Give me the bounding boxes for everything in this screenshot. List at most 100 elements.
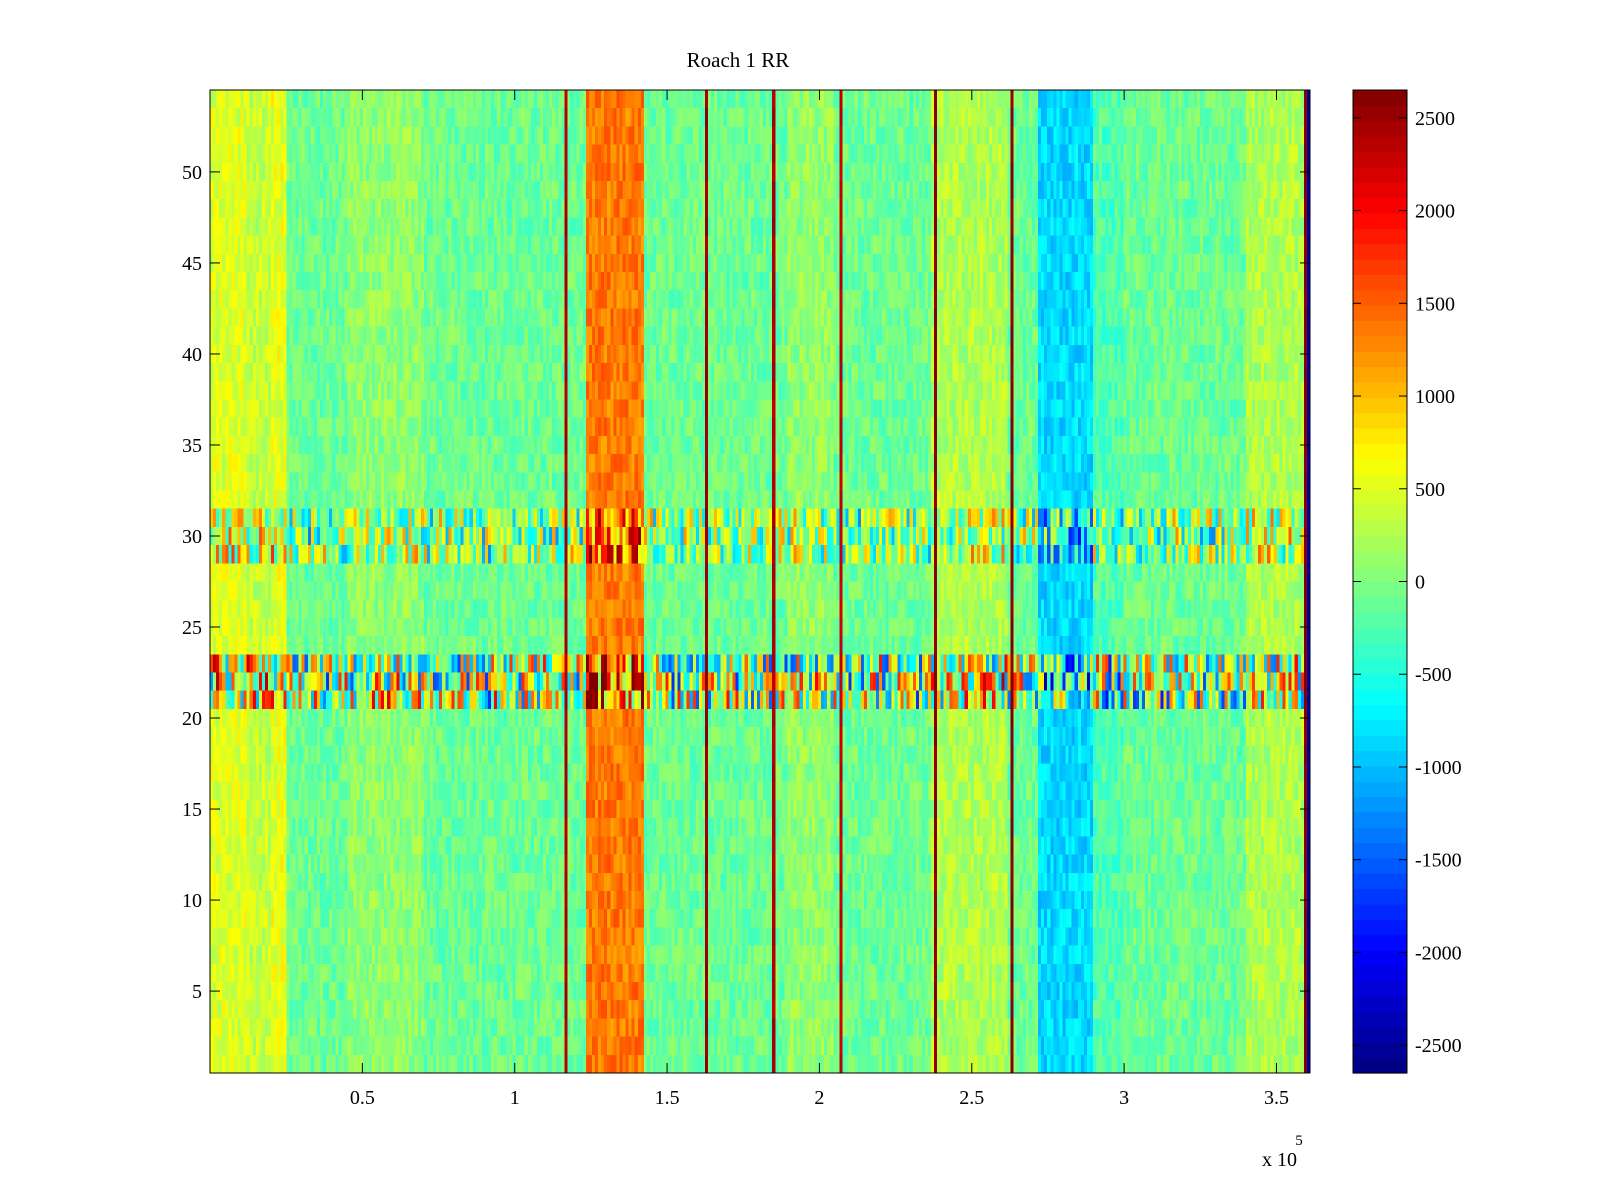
x-exponent-label: x 10 [1262,1149,1297,1171]
colorbar-swatch [1353,243,1407,260]
y-axis: 5 10 15 20 25 30 35 40 45 50 [182,162,1310,1003]
colorbar-swatch [1353,765,1407,782]
y-tick-label: 10 [182,890,202,912]
colorbar-swatch [1353,489,1407,506]
colorbar-swatch [1353,904,1407,921]
colorbar-swatch [1353,105,1407,122]
colorbar-swatch [1353,228,1407,245]
colorbar-swatch [1353,151,1407,168]
colorbar-swatch [1353,919,1407,936]
colorbar-swatch [1353,520,1407,537]
x-tick-label: 2 [814,1087,824,1109]
colorbar-swatch [1353,627,1407,644]
x-tick-label: 2.5 [959,1087,984,1109]
colorbar-swatch [1353,704,1407,721]
colorbar-swatch [1353,1042,1407,1059]
colorbar-swatch [1353,596,1407,613]
colorbar-swatch [1353,842,1407,859]
colorbar-tick-label: 500 [1415,479,1445,501]
colorbar-swatch [1353,504,1407,521]
colorbar-swatch [1353,950,1407,967]
heatmap-image [210,90,1310,1073]
y-tick-label: 45 [182,253,202,275]
y-tick-label: 25 [182,617,202,639]
colorbar-swatch [1353,735,1407,752]
colorbar-swatch [1353,427,1407,444]
y-tick-label: 35 [182,435,202,457]
colorbar-axis: 2500 2000 1500 1000 500 0 -500 -1000 -1500 -2000 -… [1353,108,1462,1057]
colorbar-swatch [1353,550,1407,567]
colorbar-swatch [1353,689,1407,705]
colorbar-swatch [1353,566,1407,583]
colorbar-swatch [1353,612,1407,629]
colorbar-swatch [1353,335,1407,352]
colorbar-swatch [1353,305,1407,321]
colorbar-swatch [1353,581,1407,598]
colorbar-swatch [1353,934,1407,951]
colorbar-swatch [1353,212,1407,229]
colorbar-tick-label: -2000 [1415,942,1462,964]
colorbar-tick-label: 2500 [1415,108,1455,130]
x-axis: 0.5 1 1.5 2 2.5 3 3.5 [350,90,1289,1109]
colorbar-swatch [1353,996,1407,1013]
colorbar-swatch [1353,351,1407,368]
heatmap-cells [210,90,1310,1073]
colorbar-swatch [1353,965,1407,982]
x-tick-label: 1.5 [655,1087,680,1109]
y-tick-label: 15 [182,799,202,821]
colorbar-tick-label: -1500 [1415,850,1462,872]
colorbar-swatch [1353,473,1407,490]
colorbar-swatch [1353,443,1407,460]
colorbar-swatch [1353,673,1407,690]
colorbar-swatch [1353,412,1407,429]
colorbar-swatch [1353,750,1407,767]
x-exponent-power: 5 [1295,1133,1303,1149]
colorbar-tick-label: 1000 [1415,386,1455,408]
colorbar-tick-label: -1000 [1415,757,1462,779]
colorbar-swatch [1353,827,1407,844]
colorbar-swatch [1353,90,1407,106]
colorbar-swatch [1353,719,1407,736]
colorbar-swatch [1353,1011,1407,1028]
colorbar-swatch [1353,1026,1407,1043]
colorbar-tick-label: -2500 [1415,1035,1462,1057]
colorbar-swatch [1353,258,1407,275]
y-tick-label: 30 [182,526,202,548]
colorbar-swatch [1353,120,1407,137]
colorbar-swatch [1353,274,1407,291]
colorbar-swatch [1353,397,1407,414]
colorbar [1353,90,1407,1074]
colorbar-swatch [1353,166,1407,183]
colorbar-tick-label: -500 [1415,664,1452,686]
x-tick-label: 1 [510,1087,520,1109]
y-tick-label: 40 [182,344,202,366]
x-tick-label: 3 [1119,1087,1129,1109]
colorbar-swatch [1353,366,1407,383]
colorbar-swatch [1353,1057,1407,1074]
x-tick-label: 3.5 [1264,1087,1289,1109]
colorbar-tick-label: 0 [1415,572,1425,594]
colorbar-swatch [1353,458,1407,475]
colorbar-swatch [1353,811,1407,828]
chart-title: Roach 1 RR [687,48,790,72]
colorbar-swatch [1353,857,1407,874]
colorbar-swatch [1353,136,1407,153]
colorbar-swatch [1353,980,1407,997]
colorbar-tick-label: 1500 [1415,293,1455,315]
y-tick-label: 50 [182,162,202,184]
colorbar-swatch [1353,781,1407,798]
colorbar-swatch [1353,796,1407,813]
colorbar-swatch [1353,320,1407,337]
y-tick-label: 5 [192,981,202,1003]
y-tick-label: 20 [182,708,202,730]
colorbar-tick-label: 2000 [1415,201,1455,223]
plot-area-frame [209,89,1311,1074]
x-tick-label: 0.5 [350,1087,375,1109]
colorbar-swatch [1353,381,1407,398]
colorbar-swatch [1353,535,1407,552]
colorbar-swatch [1353,642,1407,659]
colorbar-swatch [1353,658,1407,675]
colorbar-swatch [1353,289,1407,306]
colorbar-swatch [1353,873,1407,890]
